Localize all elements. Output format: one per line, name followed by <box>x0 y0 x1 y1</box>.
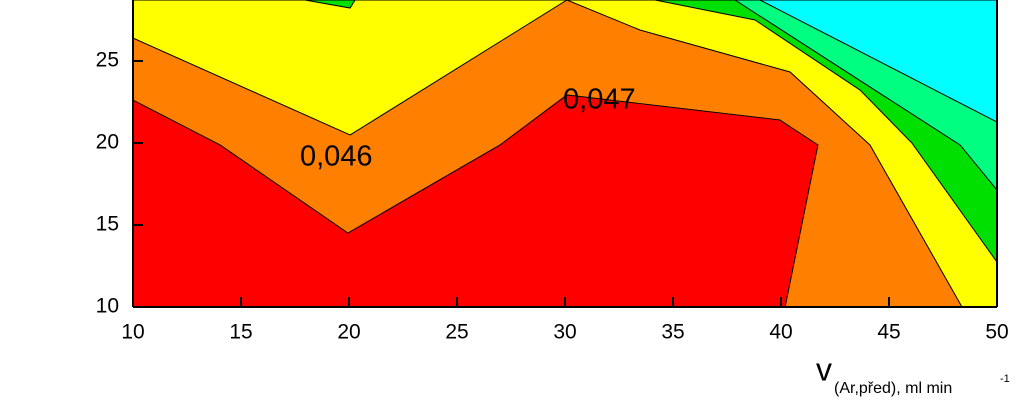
contour-label: 0,046 <box>300 141 373 173</box>
x-axis-label: v <box>816 351 832 387</box>
x-tick-label: 35 <box>661 321 684 344</box>
x-tick-label: 10 <box>121 321 144 344</box>
axes: 10 15 20 25 30 35 40 45 50 10 15 20 25 <box>96 0 1009 344</box>
x-tick-label: 30 <box>553 321 576 344</box>
x-tick-label: 45 <box>877 321 900 344</box>
x-axis-label-superscript: -1 <box>1000 373 1010 385</box>
plot-area <box>133 0 997 307</box>
x-tick-label: 40 <box>769 321 792 344</box>
x-tick-label: 25 <box>445 321 468 344</box>
x-tick-label: 50 <box>985 321 1008 344</box>
x-tick-label: 15 <box>229 321 252 344</box>
y-tick-label: 25 <box>96 49 119 72</box>
y-tick-label: 15 <box>96 213 119 236</box>
y-tick-label: 10 <box>96 295 119 318</box>
contour-region <box>133 94 819 307</box>
x-axis-label-subscript: (Ar,před), ml min <box>834 380 952 397</box>
contour-label: 0,047 <box>563 84 636 116</box>
x-tick-label: 20 <box>337 321 360 344</box>
y-tick-label: 20 <box>96 131 119 154</box>
contour-region <box>304 0 356 9</box>
